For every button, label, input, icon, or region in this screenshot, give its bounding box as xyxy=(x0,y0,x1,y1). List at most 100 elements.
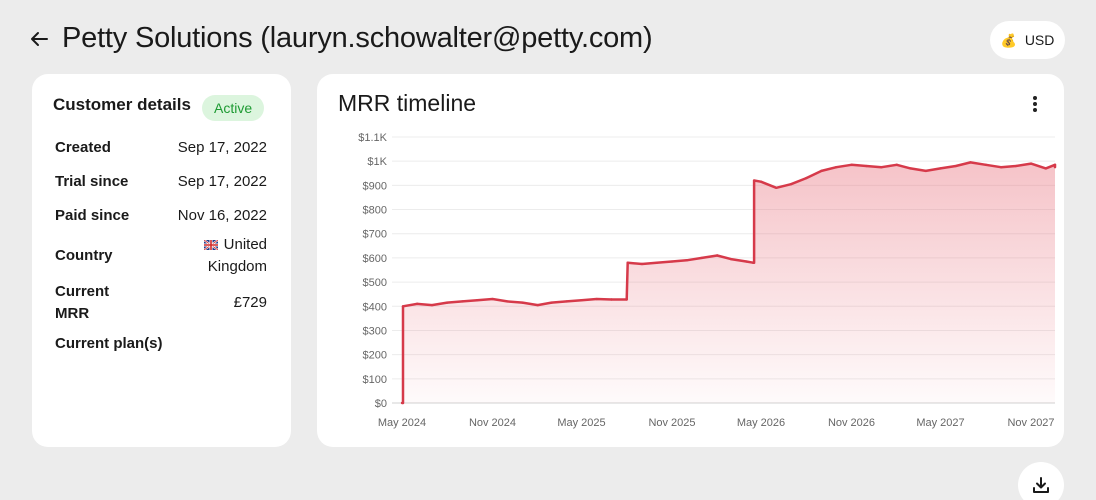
arrow-left-icon xyxy=(31,31,48,46)
data-point xyxy=(565,300,568,303)
data-point xyxy=(924,169,927,173)
data-point xyxy=(789,182,793,186)
y-tick-label: $900 xyxy=(363,180,387,192)
mrr-area xyxy=(402,162,1055,403)
y-tick-label: $1.1K xyxy=(358,132,387,144)
data-point xyxy=(640,262,644,266)
page-title: Petty Solutions (lauryn.schowalter@petty… xyxy=(62,22,653,54)
y-tick-label: $200 xyxy=(363,350,387,362)
data-point xyxy=(745,260,748,263)
current-plans-label: Current plan(s) xyxy=(55,335,163,352)
kebab-menu-icon[interactable] xyxy=(1027,94,1043,114)
current-mrr-label-line1: Current xyxy=(55,283,110,300)
data-point xyxy=(400,401,404,405)
x-tick-label: May 2027 xyxy=(916,417,964,429)
data-point xyxy=(491,297,494,301)
chart-title: MRR timeline xyxy=(338,90,477,116)
data-point xyxy=(1053,166,1057,169)
y-tick-label: $800 xyxy=(363,205,387,217)
data-point xyxy=(752,179,756,182)
data-point xyxy=(999,166,1003,169)
data-point xyxy=(729,257,733,261)
currency-label: USD xyxy=(1024,32,1055,48)
currency-button[interactable]: 💰 USD xyxy=(990,21,1065,59)
y-tick-label: $500 xyxy=(363,277,387,289)
data-point xyxy=(820,169,823,173)
y-tick-label: $300 xyxy=(363,325,387,337)
data-point xyxy=(580,299,583,302)
data-point xyxy=(476,299,479,302)
y-tick-label: $600 xyxy=(363,253,387,265)
data-point xyxy=(430,303,434,307)
data-point xyxy=(984,163,987,167)
back-button[interactable] xyxy=(30,28,52,50)
data-point xyxy=(759,180,763,183)
mrr-chart-card: MRR timeline $0 $100 $200 $300 $400 $500 $600 $… xyxy=(317,74,1064,447)
y-tick-label: $700 xyxy=(363,229,387,241)
country-label: Country xyxy=(55,247,113,264)
data-point xyxy=(655,261,658,264)
data-point xyxy=(1044,167,1047,170)
data-point xyxy=(416,302,419,306)
x-tick-label: Nov 2026 xyxy=(828,417,875,429)
data-point xyxy=(670,260,674,263)
data-point xyxy=(805,176,808,180)
data-point xyxy=(506,300,509,303)
trial-since-value: Sep 17, 2022 xyxy=(177,173,267,190)
data-point xyxy=(909,167,912,170)
data-point xyxy=(1029,162,1033,165)
data-point xyxy=(446,301,449,304)
money-bag-icon: 💰 xyxy=(1000,32,1017,48)
page-header: Petty Solutions (lauryn.schowalter@petty… xyxy=(30,22,653,55)
y-tick-label: $100 xyxy=(363,374,387,386)
paid-since-value: Nov 16, 2022 xyxy=(177,207,267,224)
data-point xyxy=(865,164,868,168)
details-title: Customer details xyxy=(53,95,191,114)
data-point xyxy=(969,161,972,164)
data-point xyxy=(716,254,719,257)
data-point xyxy=(954,164,957,168)
y-tick-label: $1K xyxy=(367,156,387,168)
customer-details-card: Customer details Active Created Sep 17, … xyxy=(32,74,291,447)
data-point xyxy=(1014,164,1017,168)
data-point xyxy=(401,305,405,308)
data-point xyxy=(700,256,704,260)
country-line1: United xyxy=(223,236,267,253)
created-value: Sep 17, 2022 xyxy=(177,139,267,156)
data-point xyxy=(595,297,598,301)
data-point xyxy=(880,166,883,169)
data-point xyxy=(1053,163,1057,167)
data-point xyxy=(850,163,853,167)
data-point xyxy=(461,300,464,303)
data-point xyxy=(775,186,778,189)
current-mrr-value: £729 xyxy=(233,294,267,311)
y-tick-label: $400 xyxy=(363,301,387,313)
data-point xyxy=(550,301,553,304)
x-tick-label: May 2024 xyxy=(378,417,426,429)
current-mrr-label-line2: MRR xyxy=(55,305,90,322)
created-label: Created xyxy=(55,139,111,156)
country-line2: Kingdom xyxy=(207,258,267,275)
mrr-chart: $0 $100 $200 $300 $400 $500 $600 $700 $800 $900 $1… xyxy=(358,132,1057,429)
y-tick-label: $0 xyxy=(375,398,387,410)
data-point xyxy=(610,298,613,301)
download-button[interactable] xyxy=(1018,462,1064,500)
x-tick-label: Nov 2027 xyxy=(1007,417,1054,429)
x-tick-label: May 2026 xyxy=(737,417,785,429)
data-point xyxy=(685,259,688,262)
data-point xyxy=(751,261,755,264)
uk-flag-icon xyxy=(203,240,218,251)
x-tick-label: Nov 2025 xyxy=(648,417,695,429)
download-icon xyxy=(1033,477,1049,493)
x-tick-label: May 2025 xyxy=(557,417,605,429)
x-tick-label: Nov 2024 xyxy=(469,417,516,429)
data-point xyxy=(521,301,524,304)
paid-since-label: Paid since xyxy=(55,207,130,224)
status-badge: Active xyxy=(202,95,265,121)
trial-since-label: Trial since xyxy=(55,173,129,190)
data-point xyxy=(939,167,942,170)
data-point xyxy=(895,163,898,167)
mrr-line xyxy=(401,161,1057,405)
data-point xyxy=(626,261,629,264)
